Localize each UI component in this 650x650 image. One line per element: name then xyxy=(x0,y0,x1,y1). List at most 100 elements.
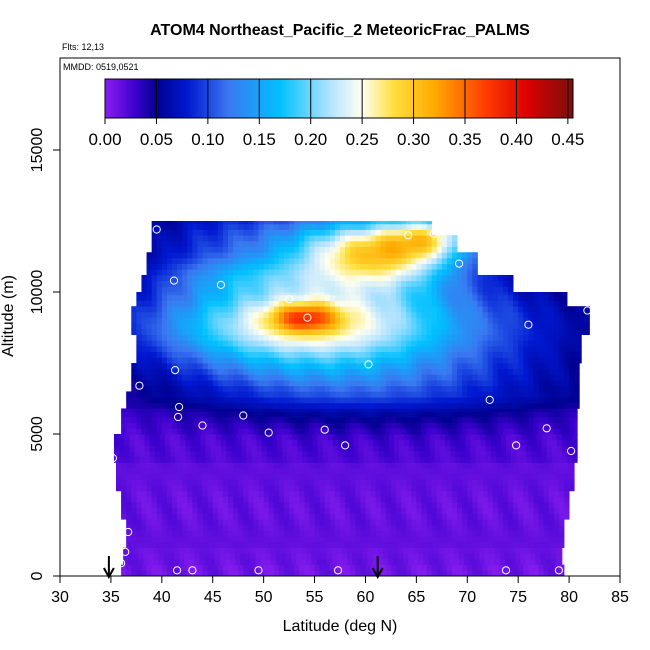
heatmap-cell xyxy=(340,317,346,324)
heatmap-cell xyxy=(385,473,392,480)
heatmap-cell xyxy=(136,363,142,370)
heatmap-cell xyxy=(370,317,377,324)
heatmap-cell xyxy=(548,485,555,492)
heatmap-cell xyxy=(355,564,361,571)
heatmap-cell xyxy=(467,306,473,313)
heatmap-cell xyxy=(156,300,163,307)
heatmap-cell xyxy=(360,374,366,381)
heatmap-cell xyxy=(263,513,270,520)
heatmap-cell xyxy=(396,252,402,259)
heatmap-cell xyxy=(421,257,427,264)
heatmap-cell xyxy=(406,323,412,330)
heatmap-cell xyxy=(431,368,438,375)
heatmap-cell xyxy=(266,439,273,446)
heatmap-cell xyxy=(314,357,321,364)
heatmap-cell xyxy=(416,292,422,296)
heatmap-cell xyxy=(358,439,364,446)
heatmap-cell xyxy=(212,462,219,469)
heatmap-cell xyxy=(385,328,392,335)
heatmap-cell xyxy=(452,468,458,475)
heatmap-cell xyxy=(487,536,494,543)
heatmap-cell xyxy=(416,385,422,392)
heatmap-cell xyxy=(273,269,280,276)
heatmap-cell xyxy=(426,428,433,435)
heatmap-cell xyxy=(312,445,318,452)
heatmap-cell xyxy=(426,311,433,318)
heatmap-cell xyxy=(228,502,234,509)
heatmap-cell xyxy=(304,507,310,514)
heatmap-cell xyxy=(256,445,262,452)
heatmap-cell xyxy=(365,513,371,520)
heatmap-cell xyxy=(457,292,463,296)
heatmap-cell xyxy=(426,294,433,301)
heatmap-cell xyxy=(396,357,402,364)
heatmap-cell xyxy=(533,462,539,469)
heatmap-cell xyxy=(309,306,315,313)
heatmap-cell xyxy=(396,485,402,492)
heatmap-cell xyxy=(340,345,346,353)
heatmap-cell xyxy=(360,490,366,497)
heatmap-cell xyxy=(314,530,321,537)
heatmap-cell xyxy=(385,462,392,469)
heatmap-cell xyxy=(564,323,570,330)
heatmap-cell xyxy=(457,541,463,548)
heatmap-cell xyxy=(543,416,550,424)
heatmap-cell xyxy=(482,408,489,412)
heatmap-cell xyxy=(192,274,198,282)
heatmap-cell xyxy=(151,263,158,270)
heatmap-cell xyxy=(546,451,553,458)
heatmap-cell xyxy=(319,257,326,264)
heatmap-cell xyxy=(222,306,229,313)
heatmap-cell xyxy=(200,445,206,452)
heatmap-cell xyxy=(467,524,473,531)
heatmap-cell xyxy=(441,345,448,353)
heatmap-cell xyxy=(492,391,499,398)
heatmap-cell xyxy=(292,451,298,458)
heatmap-cell xyxy=(482,286,489,293)
heatmap-cell xyxy=(518,391,524,398)
heatmap-cell xyxy=(187,263,193,270)
heatmap-cell xyxy=(248,385,254,392)
heatmap-cell xyxy=(530,553,536,560)
heatmap-cell xyxy=(513,368,519,375)
heatmap-cell xyxy=(233,385,239,392)
heatmap-cell xyxy=(452,391,458,398)
heatmap-cell xyxy=(426,317,433,324)
heatmap-cell xyxy=(487,428,494,435)
heatmap-cell xyxy=(434,456,441,463)
heatmap-cell xyxy=(273,306,280,313)
heatmap-cell xyxy=(263,363,270,370)
heatmap-cell xyxy=(564,317,570,324)
heatmap-cell xyxy=(195,434,201,441)
heatmap-cell xyxy=(210,434,217,441)
heatmap-cell xyxy=(164,445,171,452)
heatmap-cell xyxy=(233,280,239,287)
heatmap-cell xyxy=(462,351,468,358)
heatmap-cell xyxy=(560,553,563,560)
heatmap-cell xyxy=(343,439,349,446)
heatmap-cell xyxy=(324,564,331,571)
heatmap-cell xyxy=(212,351,219,358)
heatmap-cell xyxy=(390,507,397,514)
heatmap-cell xyxy=(243,368,249,375)
heatmap-cell xyxy=(309,416,315,424)
heatmap-cell xyxy=(439,456,446,463)
heatmap-cell xyxy=(467,368,473,375)
heatmap-cell xyxy=(398,558,404,566)
heatmap-cell xyxy=(304,536,310,543)
heatmap-cell xyxy=(543,485,550,492)
heatmap-cell xyxy=(380,397,387,404)
heatmap-cell xyxy=(538,473,545,480)
heatmap-cell xyxy=(446,368,453,375)
heatmap-cell xyxy=(487,524,494,531)
heatmap-cell xyxy=(553,524,560,531)
heatmap-cell xyxy=(266,451,273,458)
heatmap-cell xyxy=(441,502,448,509)
heatmap-cell xyxy=(250,547,256,554)
heatmap-cell xyxy=(385,274,392,282)
heatmap-cell xyxy=(497,368,504,375)
heatmap-cell xyxy=(370,280,377,287)
heatmap-cell xyxy=(302,456,308,463)
heatmap-cell xyxy=(431,306,438,313)
heatmap-cell xyxy=(403,553,409,560)
